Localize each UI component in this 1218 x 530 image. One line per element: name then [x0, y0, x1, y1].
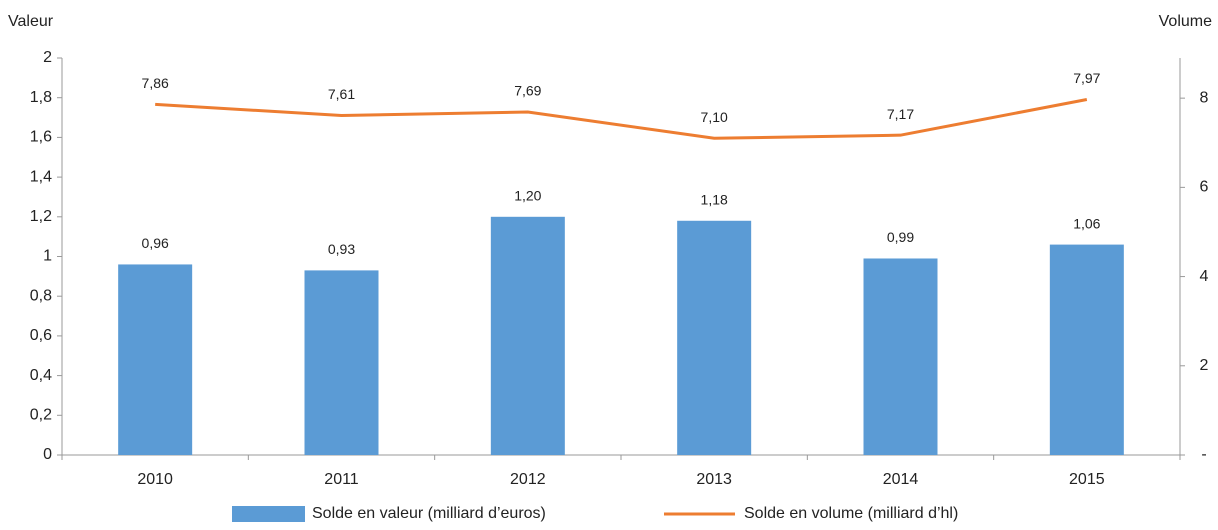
y-tick-label: 1,2 — [30, 208, 52, 225]
bar-value-label: 0,93 — [328, 241, 355, 257]
line — [155, 98, 1088, 140]
y-tick-label: 0,2 — [30, 407, 52, 424]
line-value-label: 7,69 — [514, 83, 541, 99]
x-tick-label: 2012 — [510, 471, 546, 488]
line-value-label: 7,61 — [328, 86, 355, 102]
x-tick-label: 2014 — [883, 471, 919, 488]
x-tick-label: 2015 — [1069, 471, 1105, 488]
y-tick-label: 0,6 — [30, 327, 52, 344]
bar — [118, 264, 193, 455]
x-tick-label: 2011 — [324, 471, 359, 488]
y-tick-label: 0 — [43, 446, 52, 463]
legend-label: Solde en valeur (milliard d’euros) — [312, 505, 546, 522]
bar-value-label: 1,20 — [514, 188, 541, 204]
y-tick-label: 1,6 — [30, 129, 52, 146]
line-value-label: 7,17 — [887, 106, 914, 122]
y2-tick-label: 6 — [1200, 179, 1209, 196]
y2-tick-label: 2 — [1200, 357, 1209, 374]
x-tick-label: 2010 — [137, 471, 173, 488]
y-tick-label: 0,4 — [30, 367, 52, 384]
y-tick-label: 1,4 — [30, 168, 52, 185]
line-value-label: 7,97 — [1073, 70, 1100, 86]
bar-value-label: 0,99 — [887, 229, 914, 245]
y-tick-label: 2 — [43, 49, 52, 66]
y-tick-label: 1,8 — [30, 89, 52, 106]
y2-tick-label: - — [1201, 446, 1206, 463]
bar-value-label: 1,06 — [1073, 215, 1100, 231]
y2-tick-label: 4 — [1200, 268, 1209, 285]
bar-value-label: 0,96 — [142, 235, 169, 251]
bar — [1049, 244, 1124, 455]
bar — [490, 216, 565, 455]
line-value-label: 7,10 — [701, 109, 728, 125]
line-value-label: 7,86 — [142, 75, 169, 91]
y2-axis-title: Volume — [1159, 13, 1212, 30]
legend-label: Solde en volume (milliard d’hl) — [744, 505, 958, 522]
bar-value-label: 1,18 — [701, 191, 728, 207]
legend-swatch — [232, 506, 305, 522]
y-axis-title: Valeur — [8, 13, 54, 30]
bar — [863, 258, 938, 455]
bar — [677, 220, 752, 455]
y-tick-label: 0,8 — [30, 287, 52, 304]
x-tick-label: 2013 — [696, 471, 732, 488]
y-tick-label: 1 — [43, 248, 52, 265]
y2-tick-label: 8 — [1200, 89, 1209, 106]
bar — [304, 270, 379, 455]
